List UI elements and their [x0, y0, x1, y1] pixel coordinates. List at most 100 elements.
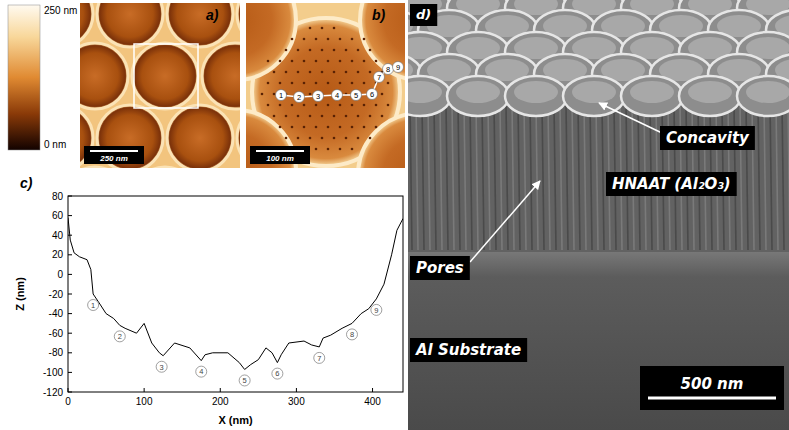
profile-marker-label: 9 — [374, 306, 378, 315]
profile-point-label: 5 — [354, 91, 358, 100]
sem-pore — [458, 104, 460, 250]
pore-dot — [273, 115, 276, 118]
sem-pore — [542, 104, 544, 250]
sem-substrate — [408, 250, 789, 430]
annotation-box — [660, 126, 755, 150]
x-tick — [220, 388, 221, 392]
pore-dot — [267, 60, 270, 63]
scale-bar — [90, 150, 138, 152]
pore-dot — [273, 93, 276, 96]
pore-dot — [357, 49, 360, 52]
profile-marker — [371, 304, 382, 315]
pore-dot — [297, 49, 300, 52]
y-tick — [68, 372, 72, 373]
pore-dot — [291, 126, 294, 129]
x-tick-label: 200 — [212, 396, 229, 407]
afm-cell — [202, 43, 240, 109]
profile-marker — [314, 352, 325, 363]
sem-pore — [440, 104, 442, 250]
pore-dot — [339, 126, 342, 129]
sem-concavity — [505, 76, 567, 116]
profile-point-label: 1 — [279, 91, 283, 100]
annotation-label: HNAAT (Al₂O₃) — [612, 175, 731, 193]
pore-dot — [321, 115, 324, 118]
pore-dot — [309, 49, 312, 52]
sem-pore — [554, 104, 556, 250]
pore-dot — [363, 104, 366, 107]
sem-pore — [500, 104, 502, 250]
pore-dot — [297, 137, 300, 140]
sem-background — [408, 0, 789, 430]
pore-dot — [345, 49, 348, 52]
profile-marker-label: 4 — [199, 367, 203, 376]
sem-pore — [524, 104, 526, 250]
afm-cell — [80, 3, 93, 47]
pore-dot — [357, 71, 360, 74]
pore-dot — [315, 126, 318, 129]
profile-point — [393, 62, 404, 73]
y-tick-label: 40 — [52, 230, 64, 241]
pore-dot — [363, 38, 366, 41]
panel-b-image: 123456789 — [246, 3, 405, 168]
sem-concavity-shade — [456, 81, 500, 103]
annotation-box — [410, 338, 527, 362]
y-tick — [68, 352, 72, 353]
profile-marker — [196, 366, 207, 377]
y-tick — [68, 274, 72, 275]
pore-dot — [369, 71, 372, 74]
scale-bar-box — [640, 366, 784, 410]
pore-dot — [339, 148, 342, 151]
pore-dot — [387, 104, 390, 107]
pore-dot — [321, 27, 324, 30]
pore-dot — [267, 82, 270, 85]
scale-bar — [648, 397, 776, 400]
pore-dot — [297, 115, 300, 118]
sem-pore — [530, 104, 532, 250]
pore-dot — [363, 82, 366, 85]
profile-marker-label: 3 — [160, 363, 164, 372]
annotation-label: Pores — [416, 259, 464, 277]
annotation-label: d) — [416, 7, 431, 22]
sem-oxide — [408, 100, 789, 252]
sem-pore — [590, 104, 592, 250]
sem-pore — [596, 104, 598, 250]
y-tick — [68, 254, 72, 255]
afm-cell — [80, 167, 128, 168]
pore-dot — [333, 49, 336, 52]
x-tick-label: 400 — [364, 396, 381, 407]
sem-pore — [578, 104, 580, 250]
sem-pore — [566, 104, 568, 250]
pore-dot — [267, 104, 270, 107]
profile-point — [374, 72, 385, 83]
plot-data — [68, 218, 403, 370]
profile-point-label: 3 — [316, 92, 320, 101]
y-tick — [68, 196, 72, 197]
annotation-box — [606, 172, 737, 196]
pore-dot — [381, 115, 384, 118]
y-axis-label: Z (nm) — [14, 277, 26, 311]
pore-dot — [321, 49, 324, 52]
pore-dot — [327, 148, 330, 151]
pore-dot — [303, 82, 306, 85]
sem-pore — [770, 104, 772, 250]
profile-marker — [88, 300, 99, 311]
y-tick-label: -120 — [43, 387, 63, 398]
afm-cell — [358, 113, 405, 168]
pore-dot — [333, 137, 336, 140]
pore-dot — [309, 27, 312, 30]
sem-pore — [452, 104, 454, 250]
sem-pore — [740, 104, 742, 250]
afm-cell — [167, 3, 233, 47]
pore-dot — [363, 60, 366, 63]
y-tick-label: 60 — [52, 210, 64, 221]
pore-dot — [375, 104, 378, 107]
pore-dot — [309, 115, 312, 118]
pore-dot — [339, 38, 342, 41]
afm-cell — [167, 105, 233, 168]
scale-bar-label: 250 nm — [99, 154, 128, 163]
sem-pore — [782, 104, 784, 250]
sem-concavity-shade — [746, 81, 789, 103]
sem-concavity-shade — [688, 81, 732, 103]
y-tick — [68, 294, 72, 295]
y-tick-label: -100 — [43, 367, 63, 378]
